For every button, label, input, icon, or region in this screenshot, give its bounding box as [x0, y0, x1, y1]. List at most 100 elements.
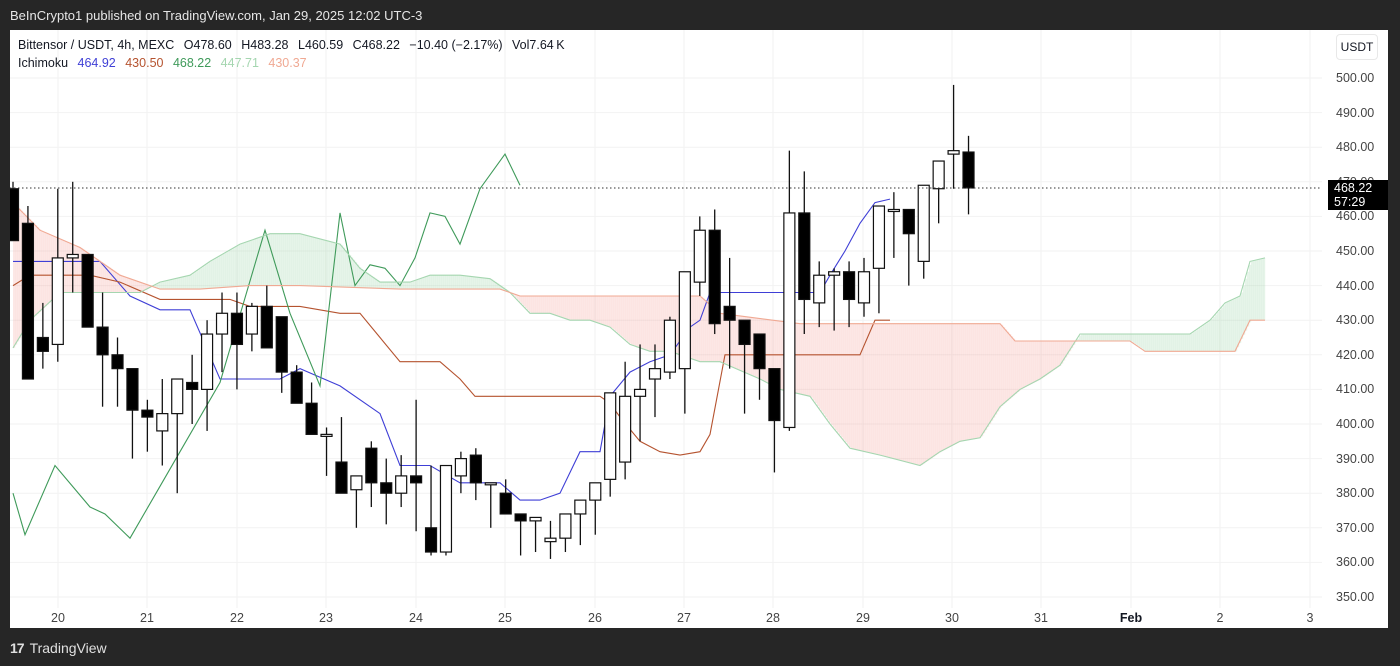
ichimoku-cloud	[1241, 292, 1244, 339]
ichimoku-cloud	[1011, 336, 1014, 398]
ichimoku-cloud	[361, 268, 364, 288]
ichimoku-cloud	[547, 295, 550, 314]
ichimoku-cloud	[213, 259, 216, 289]
ichimoku-cloud	[1083, 334, 1086, 341]
ichimoku-cloud	[837, 323, 840, 433]
time-tick-label: 3	[1306, 611, 1314, 625]
candle-bearish	[365, 447, 378, 484]
ichimoku-cloud	[877, 323, 880, 455]
ichimoku-cloud	[873, 323, 876, 454]
ichimoku-cloud	[867, 323, 870, 453]
ichimoku-cloud	[997, 323, 1000, 412]
ichimoku-cloud	[483, 277, 486, 290]
ichimoku-cloud	[589, 295, 592, 321]
ichimoku-cloud	[923, 323, 926, 464]
ichimoku-cloud	[855, 323, 858, 450]
ichimoku-cloud	[77, 246, 80, 293]
ichimoku-cloud	[765, 319, 768, 382]
ichimoku-cloud	[947, 323, 950, 449]
ichimoku-cloud	[327, 240, 330, 287]
price-tick-label: 430.00	[1336, 313, 1375, 328]
ichimoku-cloud	[1095, 334, 1098, 341]
ichimoku-cloud	[247, 241, 250, 286]
ichimoku-cloud	[611, 295, 614, 328]
time-tick-label: 20	[51, 611, 65, 625]
candle-bullish	[156, 413, 169, 432]
ichimoku-cloud	[539, 295, 542, 314]
symbol-title[interactable]: Bittensor / USDT, 4h, MEXC	[18, 38, 175, 52]
ichimoku-cloud	[153, 285, 156, 287]
candle-bearish	[126, 368, 139, 411]
ichimoku-cloud	[393, 282, 396, 289]
ichimoku-cloud	[675, 295, 678, 354]
ichimoku-cloud	[469, 276, 472, 290]
ichimoku-cloud	[1205, 323, 1208, 352]
ichimoku-cloud	[363, 270, 366, 288]
indicator-name[interactable]: Ichimoku	[18, 56, 69, 70]
ichimoku-cloud	[191, 274, 194, 290]
ichimoku-cloud	[571, 295, 574, 321]
ichimoku-cloud	[1071, 340, 1074, 349]
chart-legend: Bittensor / USDT, 4h, MEXC O478.60 H483.…	[18, 36, 571, 72]
ichimoku-cloud	[561, 295, 564, 318]
ichimoku-cloud	[975, 323, 978, 439]
ichimoku-cloud	[1029, 340, 1032, 385]
ichimoku-cloud	[223, 253, 226, 288]
time-tick-label: 21	[140, 611, 154, 625]
ichimoku-cloud	[583, 295, 586, 321]
ichimoku-cloud	[887, 323, 890, 457]
ichimoku-cloud	[1121, 334, 1124, 341]
candle-bullish	[783, 212, 796, 429]
ichimoku-cloud	[831, 323, 834, 426]
ichimoku-cloud	[587, 295, 590, 321]
ichimoku-cloud	[145, 283, 148, 290]
ichimoku-cloud	[275, 233, 278, 286]
ichimoku-cloud	[709, 303, 712, 362]
ichimoku-cloud	[691, 295, 694, 359]
ichimoku-cloud	[1113, 334, 1116, 341]
indicator-value-conversion: 464.92	[77, 56, 116, 70]
ichimoku-cloud	[847, 323, 850, 445]
chart-panel[interactable]: Bittensor / USDT, 4h, MEXC O478.60 H483.…	[10, 30, 1388, 628]
candle-bearish	[708, 229, 721, 325]
time-tick-label: 22	[230, 611, 244, 625]
ichimoku-cloud	[809, 323, 812, 397]
currency-button[interactable]: USDT	[1336, 34, 1378, 60]
ichimoku-cloud	[1175, 334, 1178, 352]
ichimoku-cloud	[643, 295, 646, 349]
ichimoku-cloud	[407, 282, 410, 290]
ichimoku-cloud	[693, 295, 696, 360]
candle-bullish	[350, 475, 363, 491]
ichimoku-cloud	[551, 295, 554, 314]
ichimoku-cloud	[421, 278, 424, 290]
open-value: O478.60	[183, 38, 232, 52]
ichimoku-cloud	[419, 279, 422, 290]
ichimoku-cloud	[613, 295, 616, 330]
ichimoku-cloud	[269, 234, 272, 286]
ichimoku-cloud	[331, 241, 334, 287]
price-chart-canvas[interactable]	[10, 30, 1388, 628]
price-axis[interactable]: 500.00490.00480.00470.00460.00450.00440.…	[1322, 30, 1388, 628]
ichimoku-cloud	[115, 271, 118, 293]
ichimoku-cloud	[733, 314, 736, 368]
ichimoku-cloud	[1257, 259, 1260, 321]
time-tick-label: 29	[856, 611, 870, 625]
candle-bearish	[798, 212, 811, 301]
ichimoku-cloud	[243, 243, 246, 287]
ichimoku-cloud	[913, 323, 916, 464]
ichimoku-cloud	[565, 295, 568, 319]
ichimoku-cloud	[1153, 334, 1156, 352]
candle-bullish	[693, 229, 706, 283]
ichimoku-cloud	[1263, 258, 1266, 321]
ichimoku-cloud	[79, 247, 82, 293]
price-tick-label: 420.00	[1336, 347, 1375, 362]
ichimoku-cloud	[287, 233, 290, 286]
ichimoku-cloud	[657, 295, 660, 352]
ichimoku-cloud	[1093, 334, 1096, 341]
ichimoku-cloud	[871, 323, 874, 454]
time-axis[interactable]: 20 21 22 23 24 25 26 27 28 29 30 31 Feb 2 3	[10, 608, 1322, 628]
ichimoku-cloud	[1255, 260, 1258, 321]
bar-countdown: 57:29	[1334, 194, 1366, 209]
ichimoku-cloud	[769, 319, 772, 384]
candle-bullish	[51, 257, 64, 346]
